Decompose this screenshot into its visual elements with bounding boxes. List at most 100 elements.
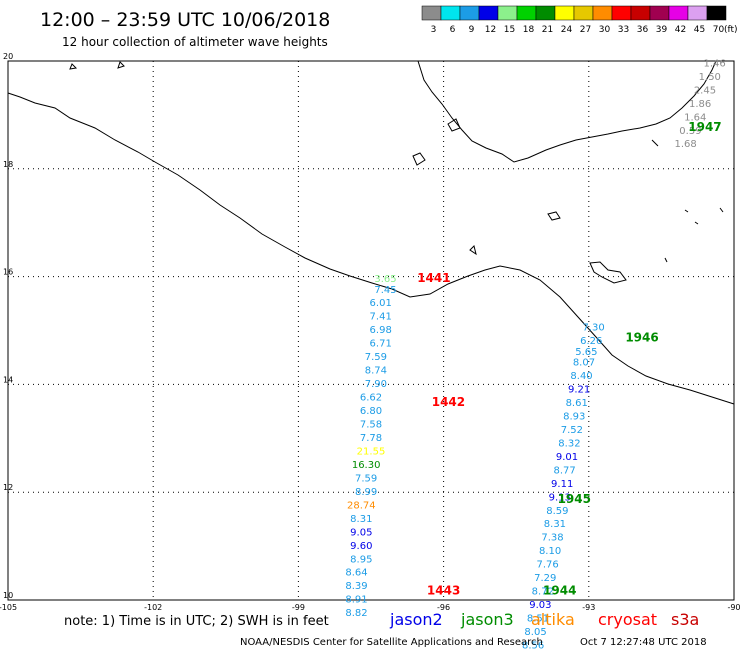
lon-tick-label: -105 [0,603,17,612]
satellite-name-s3a: s3a [671,610,699,629]
legend-swatch [592,5,613,21]
legend-bin-label: 27 [580,25,591,35]
coastline-segment [547,211,561,221]
lat-tick-label: 16 [3,268,13,277]
generated-timestamp: Oct 7 12:27:48 UTC 2018 [580,637,707,648]
wave-height-value: 9.11 [551,479,573,490]
legend-bin-label: 33 [618,25,629,35]
legend-bin-label: 30 [599,25,611,35]
legend-bin-label: 3 [431,25,437,35]
coastline-segment [417,60,717,163]
legend-swatch [535,5,556,21]
map-subtitle: 12 hour collection of altimeter wave hei… [62,35,328,49]
legend-swatch [649,5,670,21]
wave-height-value: 9.13 [549,492,571,503]
wave-height-value: 7.59 [365,352,387,363]
lon-tick-label: -93 [582,603,595,612]
wave-height-value: 9.05 [350,527,372,538]
credit-text: NOAA/NESDIS Center for Satellite Applica… [240,637,543,648]
color-legend: 3 6 9 12 15 18 21 24 27 30 33 36 39 42 45 70 (ft) [421,5,738,35]
wave-height-value: 6.01 [370,298,392,309]
pass-time-label: 1442 [432,395,465,409]
legend-bin-label: 12 [485,25,496,35]
legend-unit: (ft) [724,25,738,35]
legend-bin-label: 45 [694,25,705,35]
coastline-segment [447,118,461,132]
axis-tick-labels: -105 -102 -99 -96 -93 -90 20 18 16 14 12 10 [0,52,740,612]
wave-height-value: 8.51 [527,614,549,625]
wave-height-value: 8.32 [558,438,580,449]
wave-height-value: 1.86 [689,99,711,110]
wave-height-value: 6.80 [360,406,382,417]
wave-height-value: 9.21 [568,384,590,395]
legend-bin-label: 9 [469,25,475,35]
wave-height-value: 5.65 [575,347,597,358]
legend-swatch [421,5,442,21]
pass-time-labels: 1441 1442 1443 1947 1946 1945 1944 [417,120,721,598]
wave-height-value: 9.01 [556,452,578,463]
wave-height-value: 7.30 [583,323,605,334]
legend-bin-label: 70 [713,25,725,35]
wave-height-value: 8.07 [573,358,595,369]
wave-height-value: 9.60 [350,541,372,552]
wave-height-value: 6.98 [370,325,392,336]
wave-height-value: 6.26 [580,336,602,347]
wave-height-value: 8.95 [350,554,372,565]
wave-height-value: 1.64 [684,112,706,123]
wave-height-value: 8.10 [539,546,561,557]
wave-height-value: 28.74 [347,500,376,511]
wave-height-value: 6.71 [370,339,392,350]
wave-height-value: 9.03 [529,600,551,611]
lat-tick-label: 18 [3,160,13,169]
wave-height-value: 2.45 [694,85,716,96]
legend-swatch [630,5,651,21]
lon-tick-label: -99 [292,603,305,612]
wave-height-value: 7.52 [561,425,583,436]
lat-tick-label: 14 [3,375,13,384]
wave-height-value: 16.30 [352,460,381,471]
wave-height-value: 7.78 [360,433,382,444]
wave-height-value: 7.45 [374,285,396,296]
lat-tick-label: 20 [3,52,13,61]
satellite-name-jason2: jason2 [389,610,443,629]
coastline-segment [719,207,724,213]
legend-bin-label: 39 [656,25,668,35]
wave-height-value: 1.50 [699,72,721,83]
pass-time-label: 1944 [543,584,576,598]
wave-height-value: 6.62 [360,393,382,404]
legend-bin-label: 42 [675,25,686,35]
legend-swatch [687,5,708,21]
legend-swatch [478,5,499,21]
legend-swatch [554,5,575,21]
pass-time-label: 1945 [558,492,591,506]
lat-lon-grid [8,61,734,600]
wave-height-value: 8.31 [350,514,372,525]
coastline-segment [589,261,627,284]
coastline-segment [469,245,477,256]
legend-bin-label: 24 [561,25,573,35]
map-frame [7,60,735,601]
satellite-legend: jason2 jason3 altika cryosat s3a [389,610,699,629]
satellite-name-altika: altika [531,610,575,629]
pass-time-label: 1441 [417,271,450,285]
wave-height-value: 7.38 [541,533,563,544]
legend-swatch [573,5,594,21]
track-cryosat: 3.657.45 6.01 7.41 6.98 6.71 7.59 8.74 7.90 6.62… [345,274,396,619]
legend-swatch [516,5,537,21]
footer-note: note: 1) Time is in UTC; 2) SWH is in fe… [64,614,329,629]
wave-height-value: 8.61 [566,398,588,409]
legend-bin-label: 6 [450,25,456,35]
legend-swatch [668,5,689,21]
legend-bin-label: 18 [523,25,535,35]
wave-height-value: 7.90 [365,379,387,390]
coastline-segment [69,63,78,70]
legend-bin-label: 15 [504,25,515,35]
wave-height-value: 8.05 [524,627,546,638]
wave-height-value: 8.40 [570,371,592,382]
legend-swatch [611,5,632,21]
wave-height-value: 8.93 [563,411,585,422]
wave-height-value: 8.99 [355,487,377,498]
wave-height-value: 7.76 [537,560,559,571]
satellite-name-cryosat: cryosat [598,610,657,629]
wave-height-value: 8.72 [532,587,554,598]
